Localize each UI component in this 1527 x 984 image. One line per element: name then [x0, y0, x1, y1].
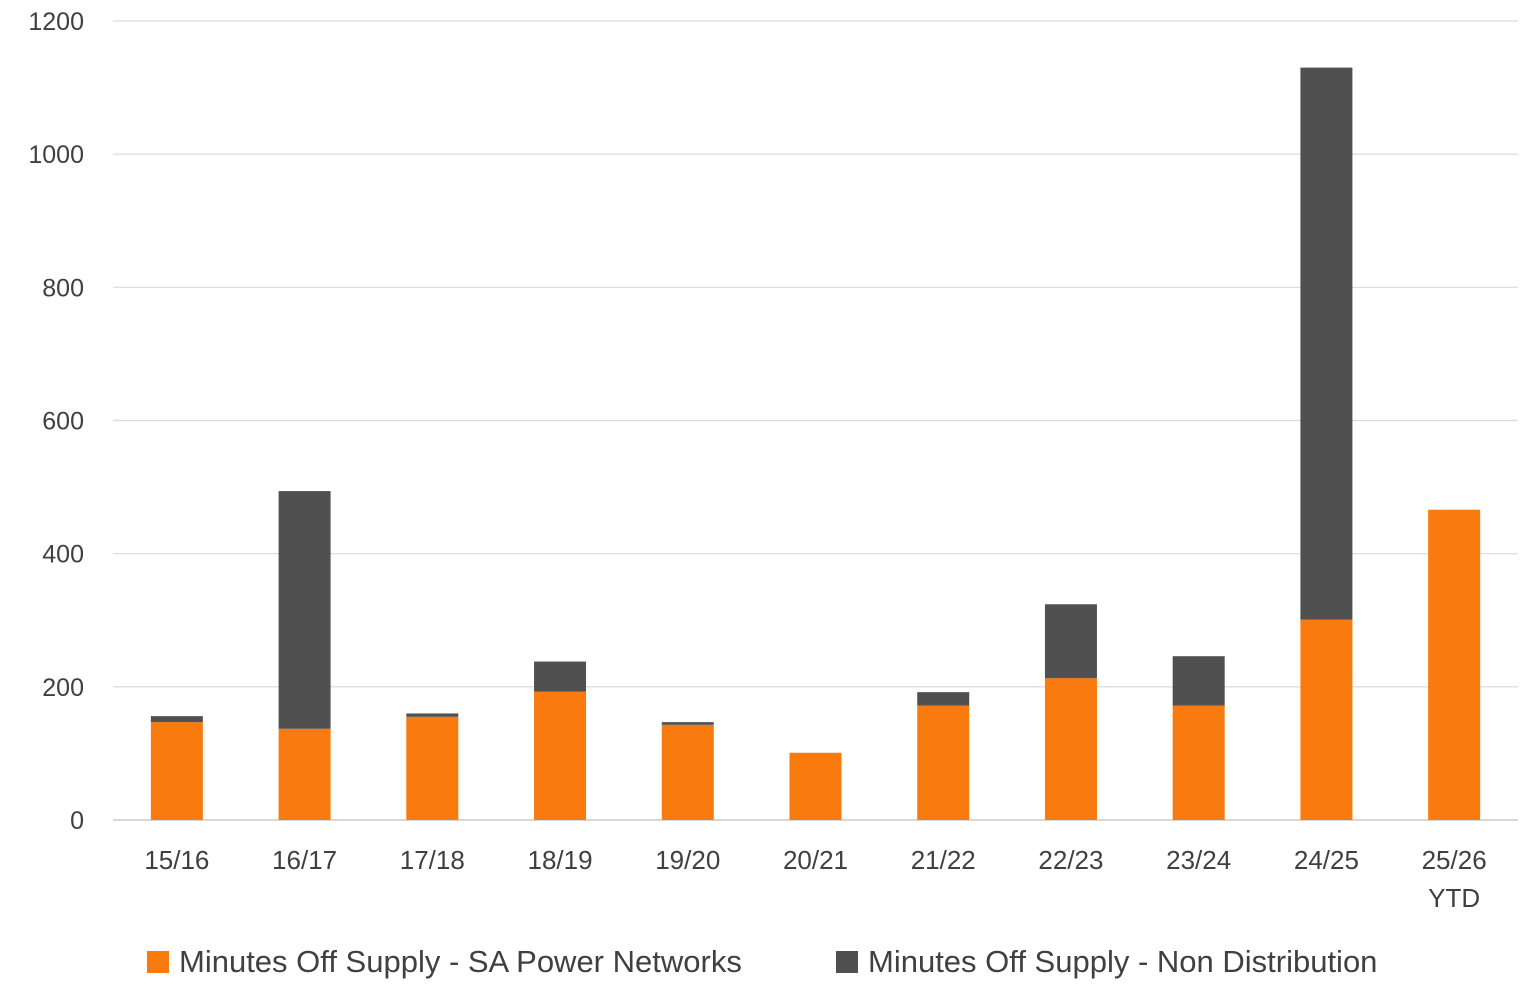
x-tick-label: 23/24 — [1166, 845, 1231, 875]
x-axis-ticks: 15/16 16/17 17/18 18/19 19/20 20/21 21/22 22/23… — [144, 845, 1486, 913]
bar-sa-power-networks — [789, 752, 842, 820]
bar-non-distribution — [661, 722, 714, 725]
y-tick-label: 400 — [42, 541, 84, 569]
y-tick-label: 1200 — [28, 8, 84, 36]
x-tick-label: YTD — [1428, 883, 1480, 913]
bar-non-distribution — [1044, 604, 1097, 679]
x-tick-label: 18/19 — [528, 845, 593, 875]
bar-sa-power-networks — [150, 722, 203, 820]
bar-non-distribution — [534, 661, 587, 692]
legend-label-sa-power-networks: Minutes Off Supply - SA Power Networks — [179, 944, 742, 979]
legend-swatch-sa-power-networks — [147, 951, 169, 973]
bar-sa-power-networks — [534, 691, 587, 820]
bar-non-distribution — [150, 716, 203, 723]
legend-item-sa-power-networks: Minutes Off Supply - SA Power Networks — [147, 940, 742, 984]
x-tick-label: 21/22 — [911, 845, 976, 875]
bar-non-distribution — [1172, 656, 1225, 706]
legend-item-non-distribution: Minutes Off Supply - Non Distribution — [836, 940, 1377, 984]
x-tick-label: 16/17 — [272, 845, 337, 875]
y-tick-label: 1000 — [28, 141, 84, 169]
y-tick-label: 200 — [42, 674, 84, 702]
stacked-bar-chart: 0 200 400 600 800 1000 1200 15/16 16/17 17/18 18/… — [28, 8, 1518, 913]
bar-sa-power-networks — [1300, 619, 1353, 820]
bar-non-distribution — [1300, 67, 1353, 620]
x-tick-label: 22/23 — [1038, 845, 1103, 875]
x-tick-label: 17/18 — [400, 845, 465, 875]
y-tick-label: 600 — [42, 408, 84, 436]
x-tick-label: 24/25 — [1294, 845, 1359, 875]
legend-label-non-distribution: Minutes Off Supply - Non Distribution — [868, 944, 1378, 979]
x-tick-label: 20/21 — [783, 845, 848, 875]
bar-sa-power-networks — [1044, 678, 1097, 820]
bar-sa-power-networks — [917, 705, 970, 820]
y-tick-label: 800 — [42, 274, 84, 302]
bar-sa-power-networks — [406, 716, 459, 820]
bar-non-distribution — [406, 713, 459, 717]
bar-sa-power-networks — [1172, 705, 1225, 820]
legend-swatch-non-distribution — [836, 951, 858, 973]
bar-non-distribution — [917, 692, 970, 706]
bar-non-distribution — [278, 491, 331, 729]
x-tick-label: 19/20 — [655, 845, 720, 875]
y-tick-label: 0 — [70, 807, 84, 835]
x-tick-label: 25/26 — [1422, 845, 1487, 875]
bar-sa-power-networks — [1428, 509, 1481, 820]
legend: Minutes Off Supply - SA Power Networks M… — [0, 940, 1527, 984]
x-tick-label: 15/16 — [144, 845, 209, 875]
bar-sa-power-networks — [278, 728, 331, 820]
gridlines — [113, 20, 1518, 821]
bars — [150, 67, 1481, 820]
y-axis-ticks: 0 200 400 600 800 1000 1200 — [28, 8, 84, 835]
bar-sa-power-networks — [661, 724, 714, 820]
